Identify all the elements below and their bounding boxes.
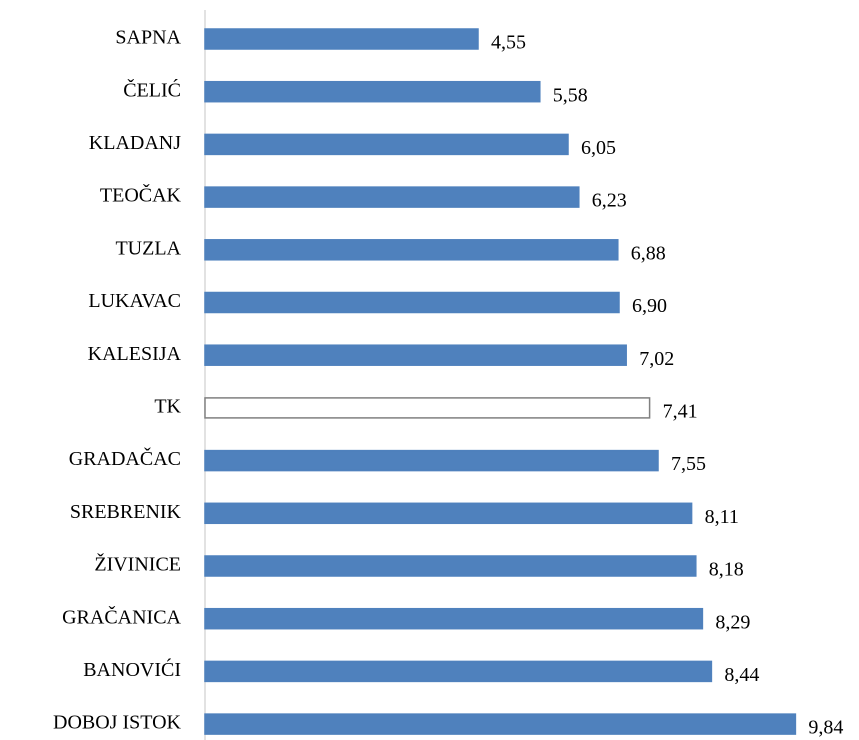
bar bbox=[204, 607, 704, 630]
data-label: 8,11 bbox=[705, 506, 739, 528]
data-label: 6,23 bbox=[592, 190, 627, 212]
data-label: 6,05 bbox=[581, 137, 616, 159]
bar bbox=[204, 713, 797, 735]
y-tick-label: KALESIJA bbox=[88, 343, 182, 365]
y-tick-label: LUKAVAC bbox=[88, 290, 181, 312]
data-label: 8,44 bbox=[724, 664, 759, 686]
bar bbox=[204, 28, 479, 50]
y-tick-label: TEOČAK bbox=[100, 183, 182, 207]
data-label: 9,84 bbox=[808, 717, 843, 739]
bar bbox=[204, 186, 580, 208]
bar bbox=[204, 449, 659, 472]
bar bbox=[204, 239, 619, 261]
y-tick-label: SREBRENIK bbox=[70, 501, 182, 523]
data-label: 6,90 bbox=[632, 295, 667, 317]
y-tick-label: ŽIVINICE bbox=[94, 553, 181, 576]
data-label: 7,02 bbox=[639, 348, 674, 370]
bar bbox=[204, 555, 697, 577]
y-tick-label: TK bbox=[154, 395, 181, 417]
bar bbox=[204, 80, 541, 103]
data-label: 8,18 bbox=[709, 559, 744, 581]
y-tick-label: SAPNA bbox=[115, 27, 181, 49]
data-label: 6,88 bbox=[631, 242, 666, 264]
data-label: 8,29 bbox=[715, 611, 750, 633]
bar bbox=[204, 397, 651, 419]
y-tick-label: DOBOJ ISTOK bbox=[53, 712, 182, 734]
bar bbox=[204, 502, 693, 525]
y-tick-label: TUZLA bbox=[115, 237, 181, 259]
y-tick-label: BANOVIĆI bbox=[83, 657, 181, 681]
bar bbox=[204, 344, 627, 366]
y-tick-label: ČELIĆ bbox=[123, 77, 181, 101]
bar bbox=[204, 291, 620, 314]
bar bbox=[204, 660, 713, 683]
data-label: 7,41 bbox=[663, 400, 698, 422]
data-label: 5,58 bbox=[553, 84, 588, 106]
data-label: 4,55 bbox=[491, 32, 526, 54]
y-tick-label: GRAČANICA bbox=[62, 604, 181, 628]
bar bbox=[204, 133, 569, 156]
y-tick-label: KLADANJ bbox=[89, 132, 181, 154]
y-tick-label: GRADAČAC bbox=[69, 446, 181, 470]
data-label: 7,55 bbox=[671, 453, 706, 475]
